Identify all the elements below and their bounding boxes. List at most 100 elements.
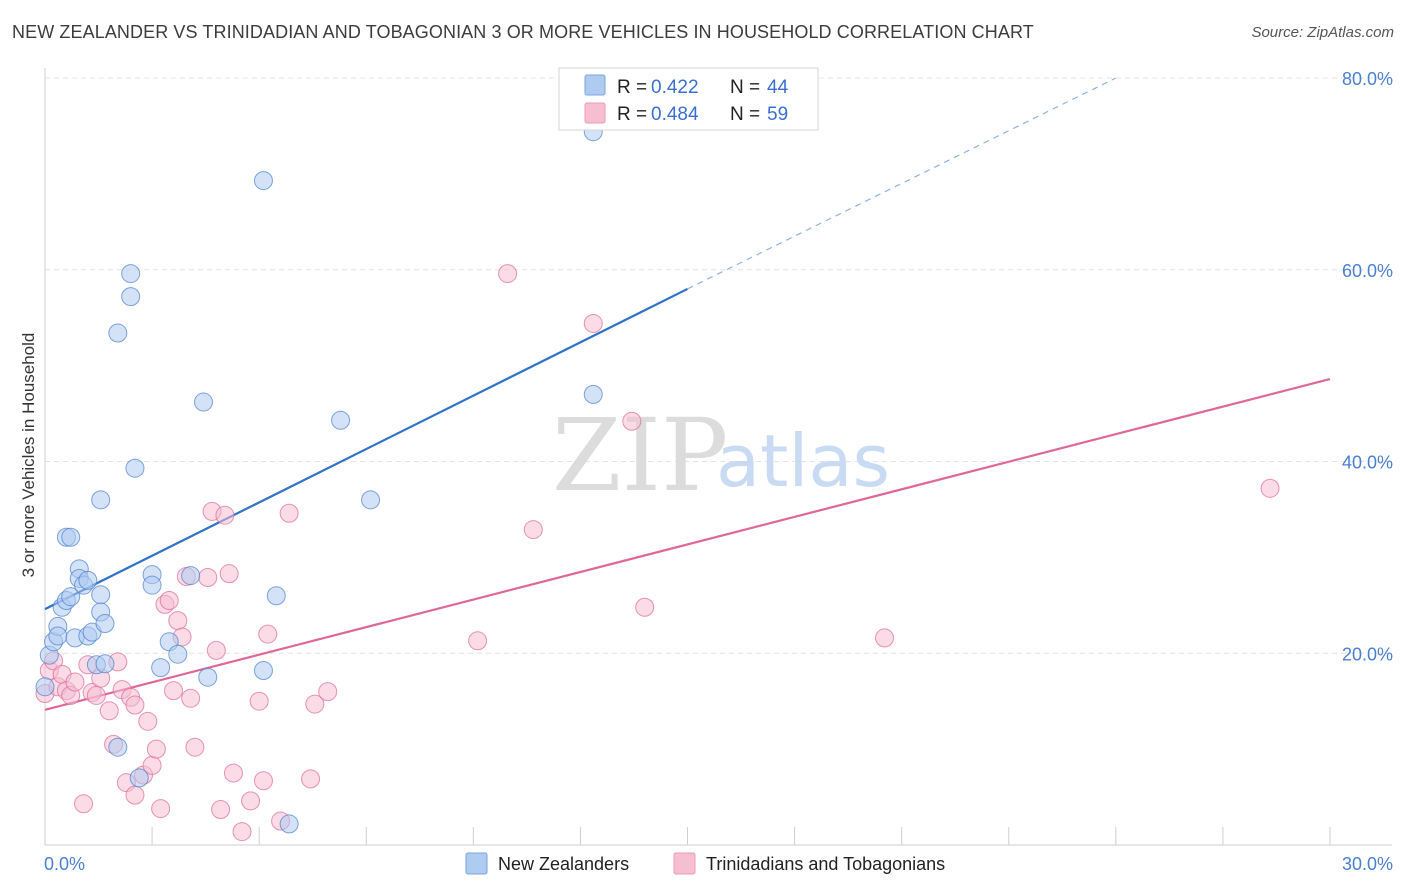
trinidadian-point (253, 771, 273, 791)
trinidadian-point (875, 628, 895, 648)
y-tick-label: 20.0% (1342, 644, 1393, 664)
new-zealander-point (91, 490, 111, 510)
x-axis-ticks: 0.0% 30.0% (44, 854, 1393, 874)
trinidadian-point (138, 711, 158, 731)
y-axis-label: 3 or more Vehicles in Household (19, 333, 38, 578)
new-zealander-point (95, 614, 115, 634)
new-zealander-point (142, 575, 162, 595)
trinidadian-point (583, 313, 603, 333)
new-zealander-point (95, 654, 115, 674)
new-zealander-trend-extension (687, 77, 1117, 290)
trinidadian-point (99, 701, 119, 721)
trinidadian-point (305, 694, 325, 714)
trinidadian-point (215, 505, 235, 525)
trinidadian-point (258, 624, 278, 644)
trinidadian-point (1260, 478, 1280, 498)
trend-lines (44, 77, 1331, 711)
legend-r-label-2: R = (617, 104, 647, 125)
new-zealander-point (108, 323, 128, 343)
trinidadian-point (181, 688, 201, 708)
new-zealander-point (35, 677, 55, 697)
legend-n-label-1: N = (730, 77, 760, 98)
new-zealander-point (266, 586, 286, 606)
chart-title: NEW ZEALANDER VS TRINIDADIAN AND TOBAGON… (12, 22, 1034, 42)
new-zealander-point (151, 658, 171, 678)
series-legend-swatch-blue (465, 852, 488, 875)
data-points (35, 122, 1280, 842)
new-zealander-point (48, 626, 68, 646)
new-zealander-point (361, 490, 381, 510)
trinidadian-point (211, 800, 231, 820)
y-tick-label: 80.0% (1342, 69, 1393, 89)
new-zealander-point (125, 458, 145, 478)
y-tick-label: 60.0% (1342, 261, 1393, 281)
trinidadian-point (622, 411, 642, 431)
trinidadian-point (65, 672, 85, 692)
new-zealander-point (583, 384, 603, 404)
trinidadian-point (168, 611, 188, 631)
trinidadian-point (151, 799, 171, 819)
new-zealander-point (108, 737, 128, 757)
new-zealander-point (129, 768, 149, 788)
new-zealander-point (198, 667, 218, 687)
legend-r-label-1: R = (617, 77, 647, 98)
trinidadian-point (125, 695, 145, 715)
x-tick-label: 0.0% (44, 854, 85, 874)
series-legend-label-1: New Zealanders (498, 854, 629, 874)
new-zealander-point (253, 661, 273, 681)
watermark-atlas: atlas (716, 419, 890, 503)
new-zealander-point (331, 410, 351, 430)
legend-r-value-1: 0.422 (651, 77, 699, 98)
y-axis-ticks: 20.0% 40.0% 60.0% 80.0% (1342, 69, 1393, 664)
trinidadian-point (223, 763, 243, 783)
new-zealander-point (279, 814, 299, 834)
trinidadian-point (498, 264, 518, 284)
new-zealander-trend-line (44, 287, 688, 611)
trinidadian-point (241, 791, 261, 811)
trinidadian-trend-line (44, 377, 1331, 711)
legend-n-value-2: 59 (767, 104, 788, 125)
trinidadian-point (198, 568, 218, 588)
new-zealander-point (61, 527, 81, 547)
trinidadian-point (206, 640, 226, 660)
legend-n-label-2: N = (730, 104, 760, 125)
legend-swatch-pink (584, 102, 606, 124)
new-zealander-point (121, 264, 141, 284)
trinidadian-point (125, 785, 145, 805)
new-zealander-point (121, 287, 141, 307)
series-legend: New Zealanders Trinidadians and Tobagoni… (465, 852, 945, 875)
trinidadian-point (635, 597, 655, 617)
trinidadian-point (74, 794, 94, 814)
legend-r-value-2: 0.484 (651, 104, 699, 125)
axes (44, 68, 1392, 846)
new-zealander-point (78, 570, 98, 590)
series-legend-swatch-pink (673, 852, 696, 875)
trinidadian-point (164, 681, 183, 701)
series-legend-label-2: Trinidadians and Tobagonians (706, 854, 945, 874)
trinidadian-point (146, 739, 166, 759)
new-zealander-point (181, 566, 201, 586)
legend-n-value-1: 44 (767, 77, 789, 98)
trinidadian-point (301, 769, 321, 789)
new-zealander-point (193, 392, 213, 412)
trinidadian-point (468, 631, 488, 651)
trinidadian-point (523, 520, 543, 540)
trinidadian-point (232, 822, 252, 842)
grid-lines (45, 77, 1392, 654)
new-zealander-point (168, 644, 188, 664)
trinidadian-point (318, 682, 338, 702)
watermark: ZIP atlas (552, 397, 890, 514)
source-label: Source: ZipAtlas.com (1251, 24, 1394, 41)
y-tick-label: 40.0% (1342, 453, 1393, 473)
new-zealander-point (61, 587, 81, 607)
new-zealander-point (253, 171, 273, 191)
legend-swatch-blue (584, 74, 606, 96)
trinidadian-point (185, 737, 205, 757)
trinidadian-point (219, 564, 239, 584)
trinidadian-point (159, 591, 179, 611)
watermark-zip: ZIP (552, 397, 728, 514)
trinidadian-point (86, 685, 106, 705)
trinidadian-point (279, 503, 299, 523)
new-zealander-point (91, 585, 111, 605)
